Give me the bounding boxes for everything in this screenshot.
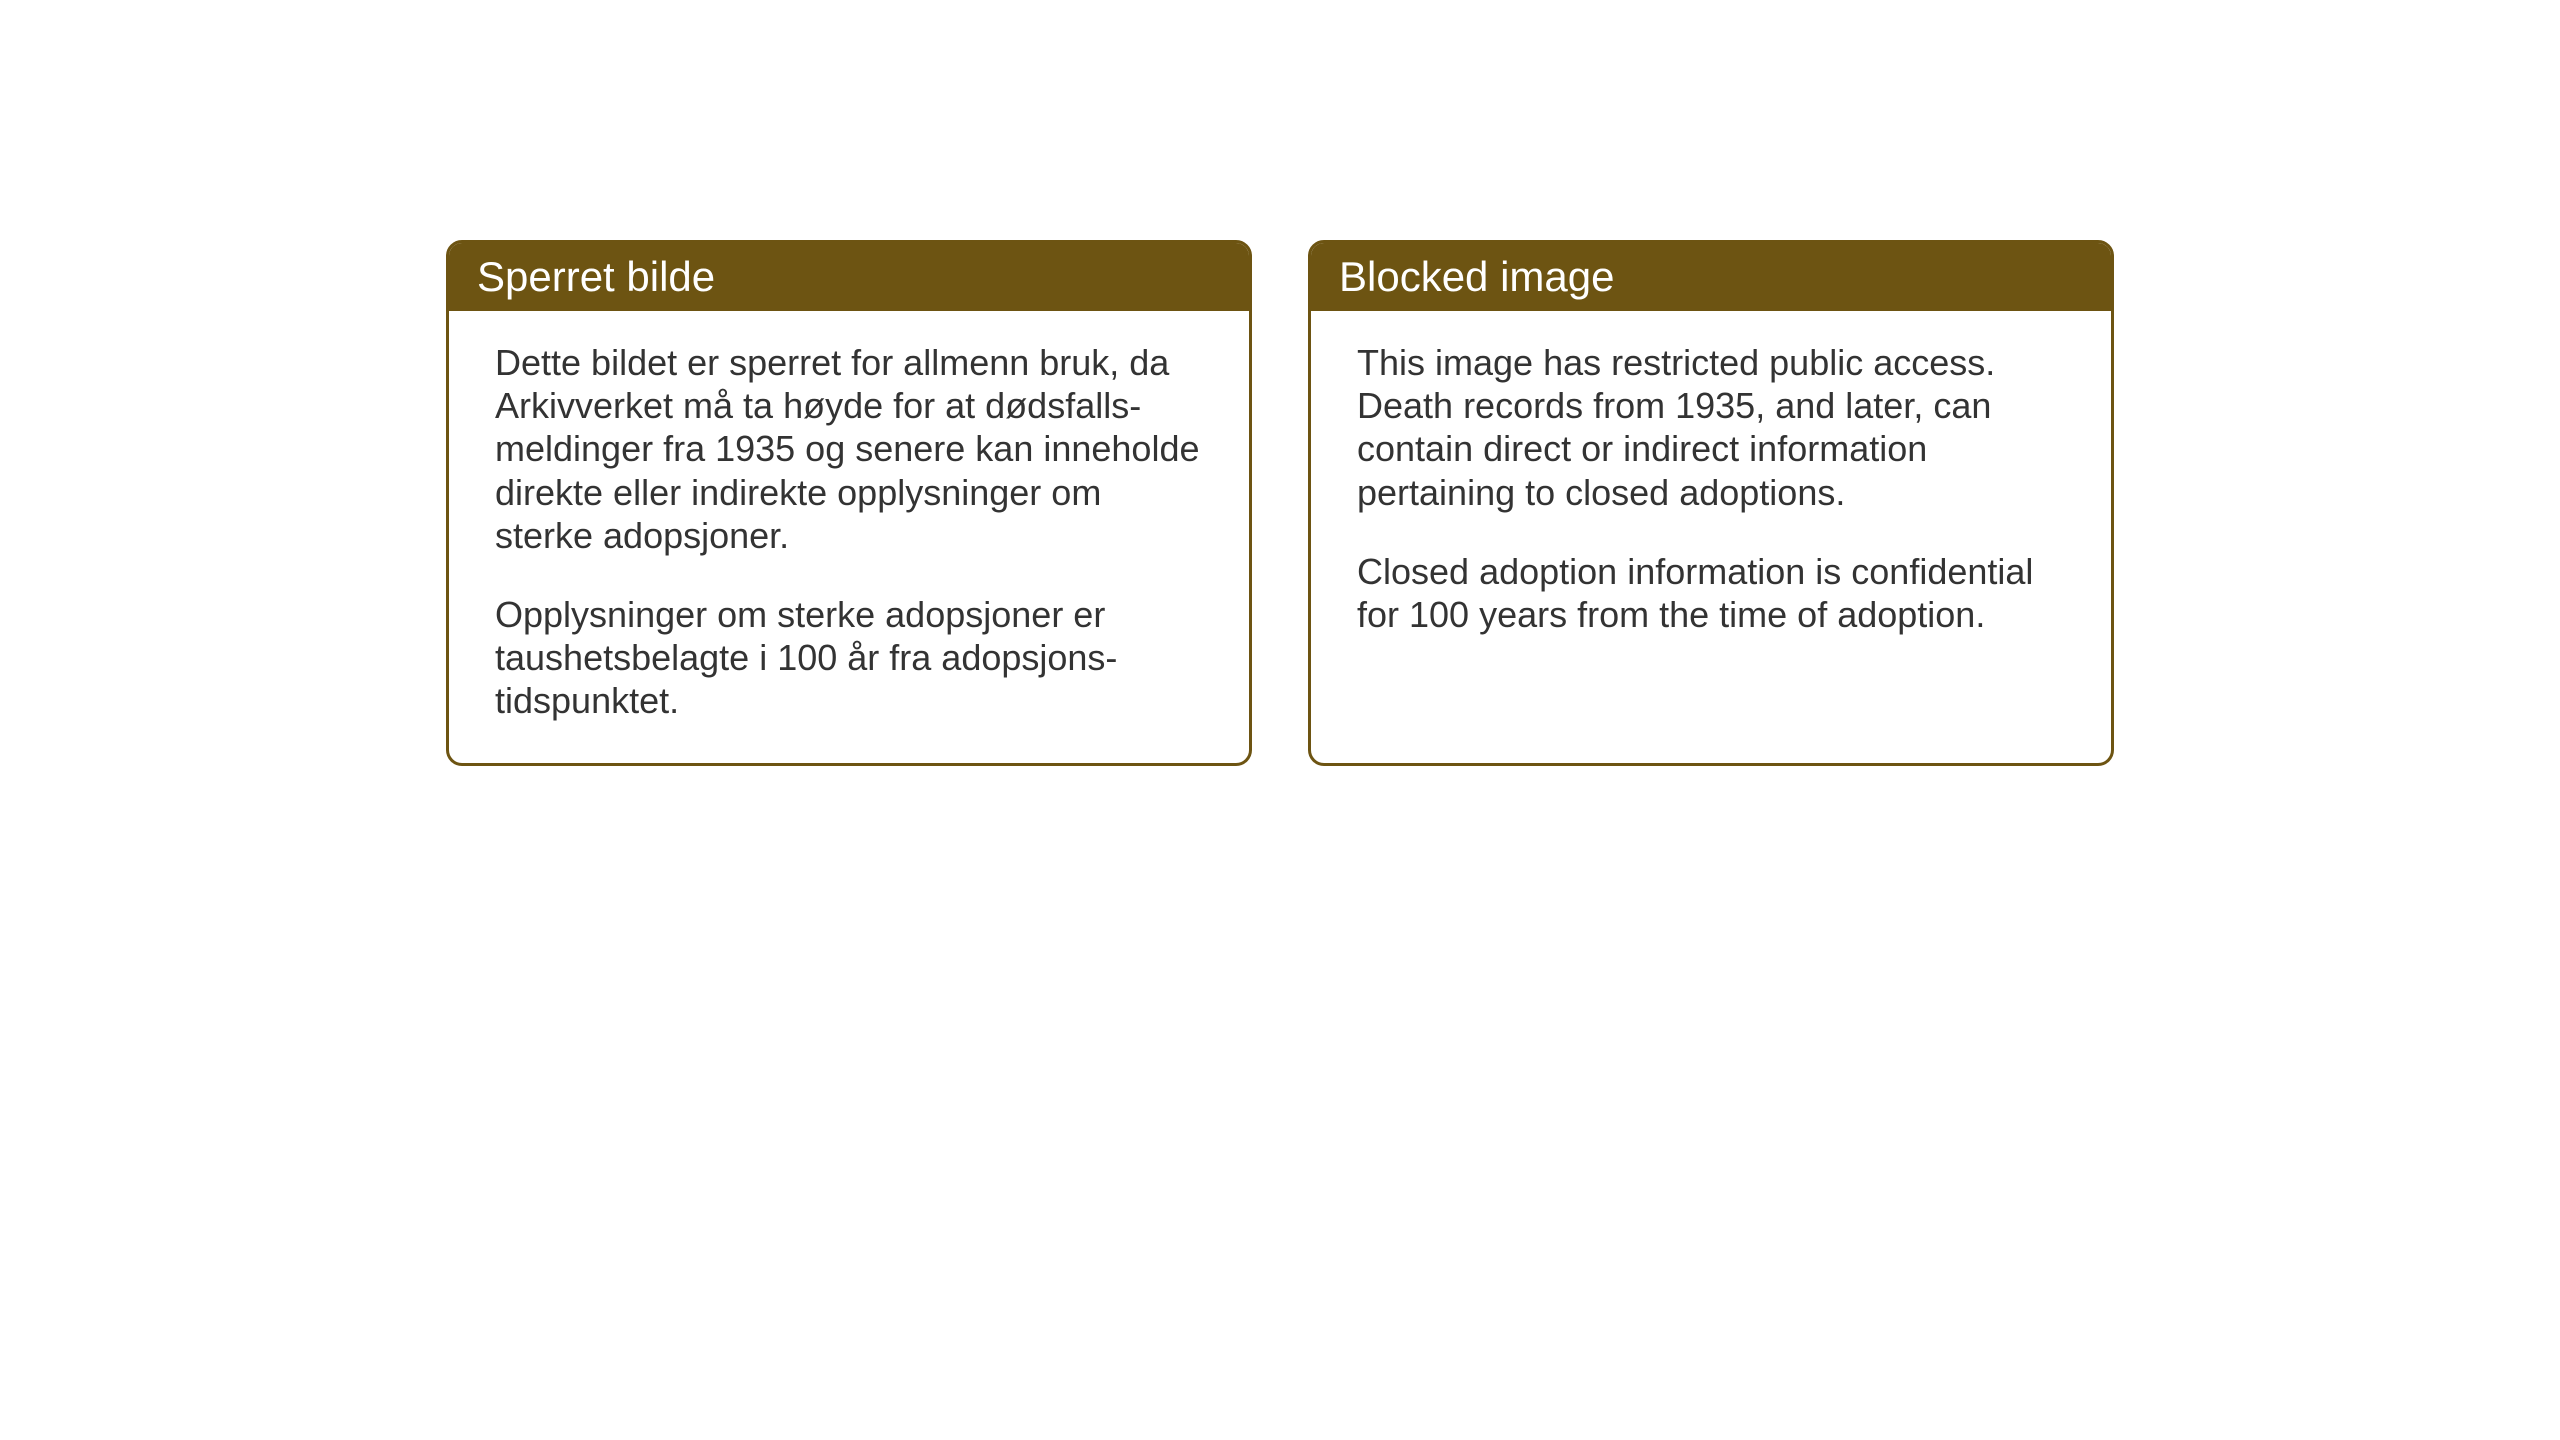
norwegian-card-title: Sperret bilde xyxy=(477,253,715,300)
english-paragraph-1: This image has restricted public access.… xyxy=(1357,341,2065,514)
english-paragraph-2: Closed adoption information is confident… xyxy=(1357,550,2065,636)
english-card-body: This image has restricted public access.… xyxy=(1311,311,2111,676)
english-card: Blocked image This image has restricted … xyxy=(1308,240,2114,766)
norwegian-paragraph-1: Dette bildet er sperret for allmenn bruk… xyxy=(495,341,1203,557)
norwegian-card-header: Sperret bilde xyxy=(449,243,1249,311)
notice-container: Sperret bilde Dette bildet er sperret fo… xyxy=(446,240,2114,766)
english-card-title: Blocked image xyxy=(1339,253,1614,300)
norwegian-paragraph-2: Opplysninger om sterke adopsjoner er tau… xyxy=(495,593,1203,723)
norwegian-card: Sperret bilde Dette bildet er sperret fo… xyxy=(446,240,1252,766)
english-card-header: Blocked image xyxy=(1311,243,2111,311)
norwegian-card-body: Dette bildet er sperret for allmenn bruk… xyxy=(449,311,1249,763)
